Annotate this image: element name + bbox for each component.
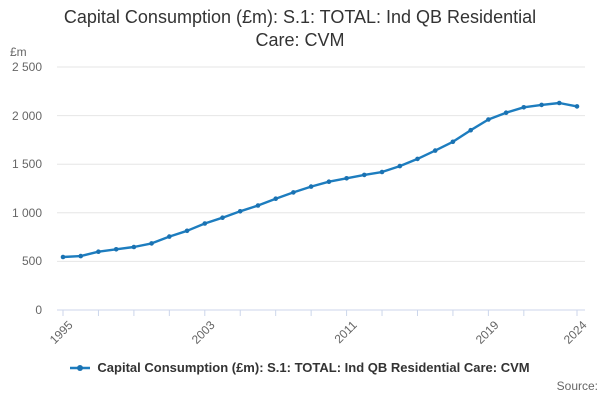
chart-canvas[interactable] [0, 0, 600, 355]
chart-title: Capital Consumption (£m): S.1: TOTAL: In… [63, 7, 537, 51]
series-marker[interactable] [397, 163, 403, 169]
series-marker[interactable] [202, 221, 208, 226]
series-marker[interactable] [291, 190, 296, 195]
y-axis-label: 2 000 [11, 108, 42, 123]
series-marker[interactable] [60, 254, 66, 260]
series-marker[interactable] [379, 169, 385, 175]
y-axis-label: 0 [35, 303, 42, 317]
line-dot-icon [70, 364, 91, 371]
y-axis-label: 500 [21, 254, 42, 269]
source-note: Source: [556, 379, 598, 393]
series-line[interactable] [61, 101, 579, 259]
series-marker[interactable] [521, 105, 527, 110]
series-marker[interactable] [308, 184, 314, 189]
y-axis-unit-label: £m [10, 45, 27, 59]
legend: Capital Consumption (£m): S.1: TOTAL: In… [0, 360, 600, 375]
series-marker[interactable] [184, 228, 190, 234]
series-marker[interactable] [539, 102, 544, 108]
series-marker[interactable] [96, 249, 101, 254]
series-marker[interactable] [432, 148, 438, 153]
series-marker[interactable] [220, 215, 225, 220]
series-marker[interactable] [362, 172, 367, 178]
legend-label: Capital Consumption (£m): S.1: TOTAL: In… [97, 360, 530, 375]
legend-item[interactable]: Capital Consumption (£m): S.1: TOTAL: In… [70, 360, 530, 375]
series-marker[interactable] [167, 234, 172, 239]
series-marker[interactable] [503, 110, 509, 115]
series-marker[interactable] [450, 139, 456, 145]
series-marker[interactable] [78, 253, 83, 259]
series-marker[interactable] [131, 244, 137, 250]
series-marker[interactable] [415, 156, 420, 162]
series-marker[interactable] [344, 176, 349, 181]
series-marker[interactable] [486, 117, 491, 122]
y-axis-label: 2 500 [11, 60, 42, 74]
y-axis-label: 1 500 [11, 157, 42, 172]
series-marker[interactable] [468, 127, 474, 133]
series-marker[interactable] [113, 247, 119, 252]
series-marker[interactable] [273, 196, 279, 201]
y-axis-label: 1 000 [11, 205, 42, 220]
series-marker[interactable] [255, 203, 261, 208]
series-marker[interactable] [149, 241, 154, 246]
series-marker[interactable] [326, 179, 332, 184]
series-marker[interactable] [237, 209, 243, 214]
series-marker[interactable] [574, 104, 580, 109]
series-marker[interactable] [557, 100, 562, 106]
